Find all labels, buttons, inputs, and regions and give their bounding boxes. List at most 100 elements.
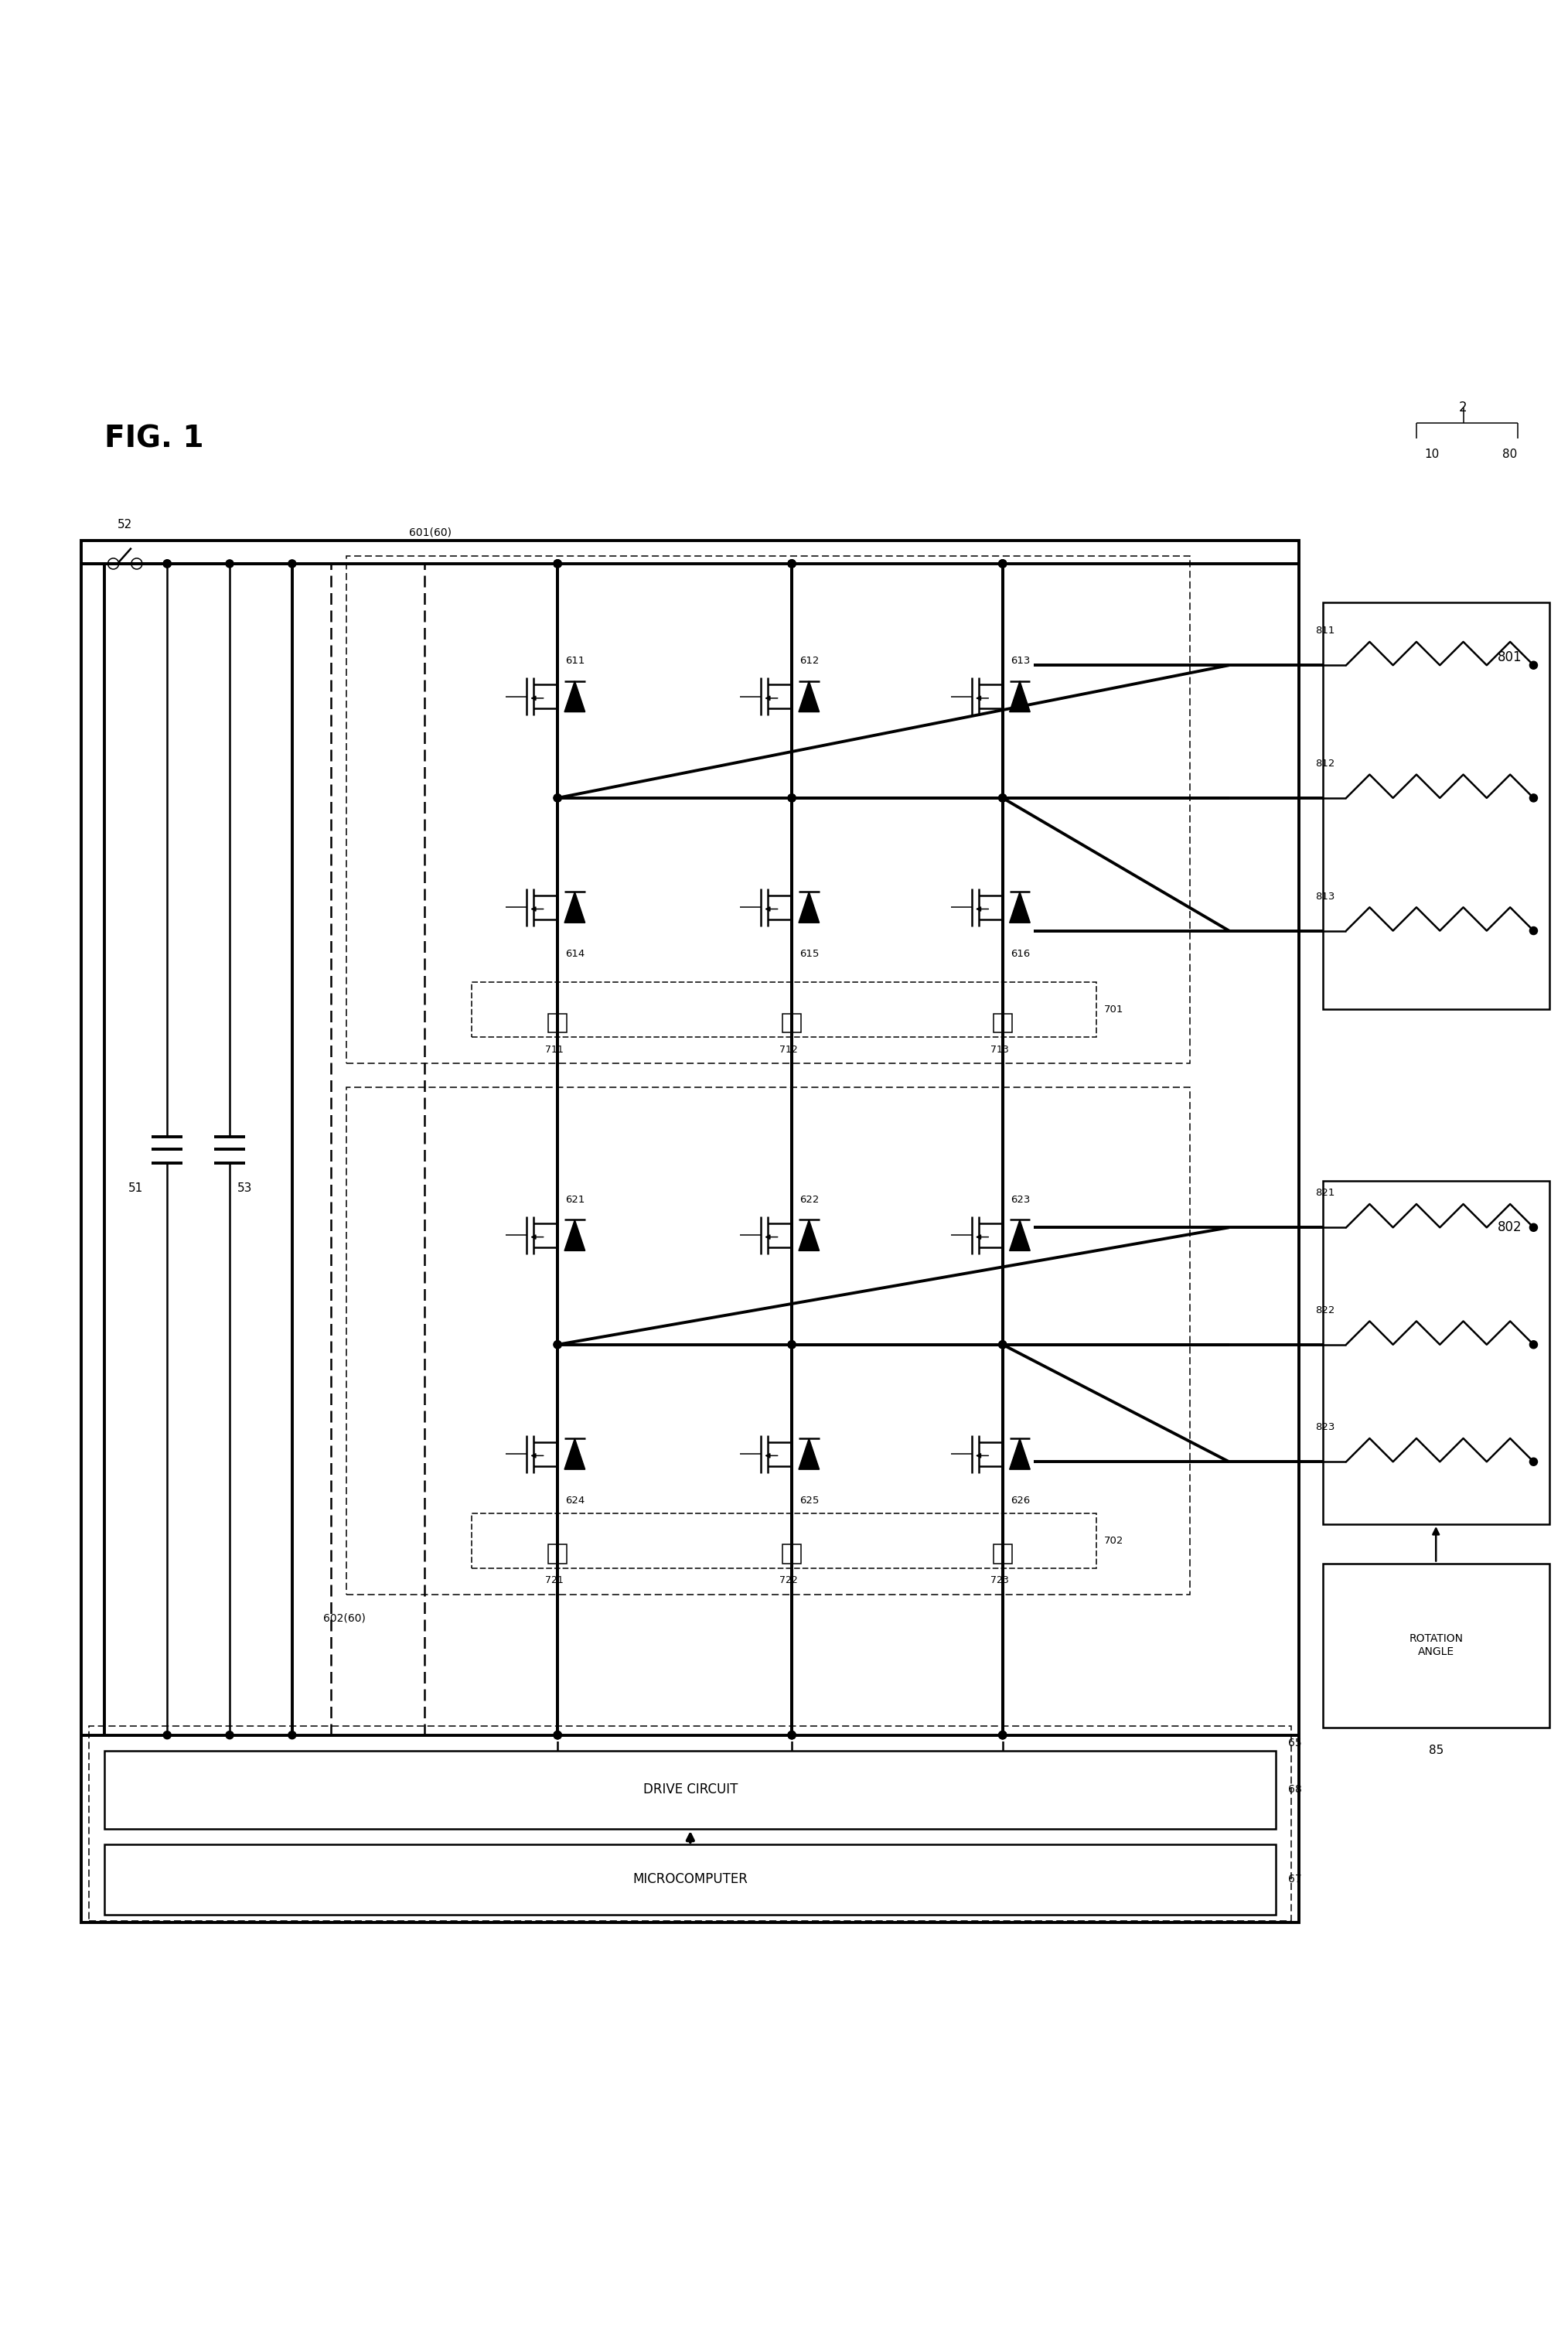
Bar — [347, 1086, 1190, 1594]
Text: 2: 2 — [1460, 401, 1468, 415]
Circle shape — [787, 1731, 795, 1738]
Circle shape — [999, 1731, 1007, 1738]
Circle shape — [787, 559, 795, 569]
Polygon shape — [564, 680, 585, 713]
Text: 822: 822 — [1316, 1305, 1334, 1314]
Text: 65: 65 — [1289, 1738, 1301, 1747]
Polygon shape — [1010, 1438, 1030, 1470]
Text: 721: 721 — [546, 1575, 563, 1584]
Polygon shape — [798, 892, 820, 923]
Circle shape — [999, 1340, 1007, 1349]
Circle shape — [1530, 662, 1538, 669]
Text: 722: 722 — [779, 1575, 798, 1584]
Text: 602(60): 602(60) — [323, 1612, 365, 1624]
Polygon shape — [564, 892, 585, 923]
Text: 85: 85 — [1428, 1745, 1444, 1757]
Polygon shape — [1010, 1221, 1030, 1251]
Circle shape — [999, 795, 1007, 802]
Text: 67: 67 — [1289, 1873, 1301, 1885]
Bar — [993, 1014, 1011, 1032]
Text: 823: 823 — [1316, 1421, 1334, 1433]
Text: MICROCOMPUTER: MICROCOMPUTER — [633, 1873, 748, 1887]
Circle shape — [787, 1340, 795, 1349]
Bar — [782, 1014, 801, 1032]
Circle shape — [289, 559, 296, 569]
Circle shape — [787, 559, 795, 569]
Text: 52: 52 — [118, 520, 132, 531]
Circle shape — [999, 559, 1007, 569]
Text: 53: 53 — [237, 1184, 252, 1195]
Polygon shape — [798, 1221, 820, 1251]
Text: 702: 702 — [1104, 1535, 1124, 1545]
Text: 623: 623 — [1010, 1195, 1030, 1205]
Text: 713: 713 — [989, 1044, 1008, 1055]
Circle shape — [999, 559, 1007, 569]
Bar — [549, 1014, 568, 1032]
Text: 813: 813 — [1316, 892, 1334, 902]
Text: 711: 711 — [546, 1044, 563, 1055]
Text: 612: 612 — [800, 657, 818, 666]
Text: 723: 723 — [989, 1575, 1008, 1584]
Bar — [472, 1512, 1096, 1568]
Text: 621: 621 — [566, 1195, 585, 1205]
Polygon shape — [798, 680, 820, 713]
Circle shape — [787, 1731, 795, 1738]
Bar — [1323, 1563, 1549, 1727]
Circle shape — [226, 559, 234, 569]
Bar — [1323, 603, 1549, 1009]
Circle shape — [787, 795, 795, 802]
Circle shape — [163, 559, 171, 569]
Circle shape — [554, 1340, 561, 1349]
Text: ROTATION
ANGLE: ROTATION ANGLE — [1410, 1633, 1463, 1657]
Text: 615: 615 — [800, 948, 818, 958]
Text: 701: 701 — [1104, 1004, 1124, 1014]
Text: 614: 614 — [566, 948, 585, 958]
Text: 802: 802 — [1497, 1221, 1523, 1235]
Circle shape — [1530, 1459, 1538, 1466]
Text: DRIVE CIRCUIT: DRIVE CIRCUIT — [643, 1782, 737, 1796]
Text: FIG. 1: FIG. 1 — [105, 424, 204, 454]
Circle shape — [554, 795, 561, 802]
Circle shape — [554, 1731, 561, 1738]
Circle shape — [999, 795, 1007, 802]
Circle shape — [999, 1340, 1007, 1349]
Circle shape — [226, 1731, 234, 1738]
Circle shape — [163, 559, 171, 569]
Polygon shape — [564, 1438, 585, 1470]
Bar — [782, 1545, 801, 1563]
Polygon shape — [1010, 892, 1030, 923]
Circle shape — [554, 795, 561, 802]
Text: 811: 811 — [1316, 627, 1334, 636]
Bar — [82, 541, 1300, 1922]
Bar — [105, 1750, 1276, 1829]
Text: 712: 712 — [779, 1044, 798, 1055]
Bar — [549, 1545, 568, 1563]
Circle shape — [1530, 1340, 1538, 1349]
Text: 51: 51 — [129, 1184, 143, 1195]
Circle shape — [999, 1731, 1007, 1738]
Circle shape — [999, 559, 1007, 569]
Bar — [347, 557, 1190, 1062]
Text: 622: 622 — [800, 1195, 818, 1205]
Circle shape — [554, 1731, 561, 1738]
Text: 613: 613 — [1010, 657, 1030, 666]
Bar — [472, 983, 1096, 1037]
Circle shape — [554, 1731, 561, 1738]
Text: 812: 812 — [1316, 760, 1334, 769]
Circle shape — [787, 1731, 795, 1738]
Circle shape — [1530, 795, 1538, 802]
Circle shape — [999, 1731, 1007, 1738]
Circle shape — [1530, 1223, 1538, 1230]
Bar — [1323, 1181, 1549, 1524]
Circle shape — [787, 795, 795, 802]
Text: 616: 616 — [1010, 948, 1030, 958]
Circle shape — [554, 559, 561, 569]
Text: 601(60): 601(60) — [409, 527, 452, 538]
Text: 80: 80 — [1502, 450, 1518, 459]
Bar — [993, 1545, 1011, 1563]
Polygon shape — [564, 1221, 585, 1251]
Circle shape — [289, 1731, 296, 1738]
Circle shape — [787, 559, 795, 569]
Bar — [105, 1845, 1276, 1915]
Polygon shape — [798, 1438, 820, 1470]
